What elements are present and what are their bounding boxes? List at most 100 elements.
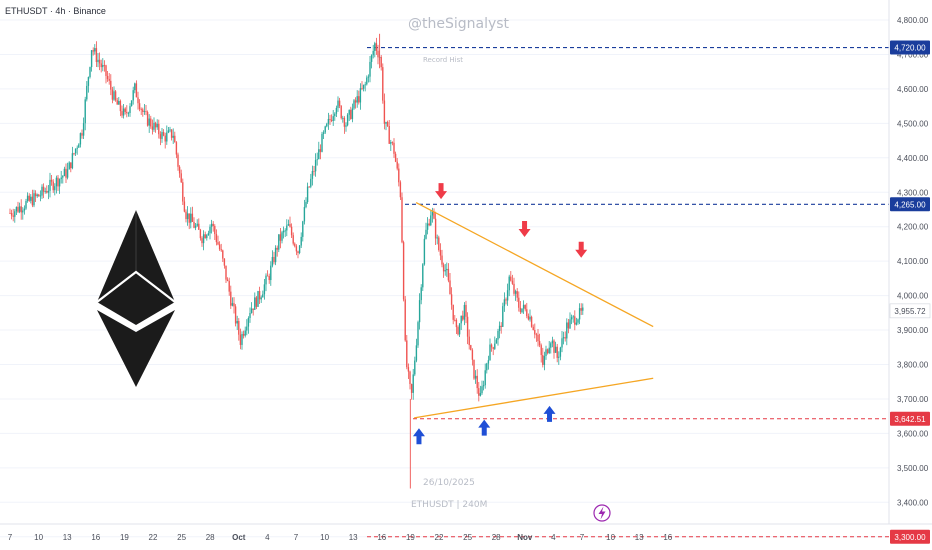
last-price-tag: 3,955.72 [889, 303, 931, 319]
watermark-date: 26/10/2025 [423, 478, 475, 488]
price-tick-label: 4,800.00 [897, 16, 929, 25]
candle-body [159, 134, 162, 139]
candle-body [66, 169, 69, 178]
candle-body [244, 330, 246, 336]
candle-body [390, 142, 392, 144]
candle-body [92, 50, 94, 52]
candle-body [113, 91, 115, 100]
candle-body [246, 326, 248, 331]
candle-body [396, 161, 398, 169]
candle-body [540, 345, 542, 356]
price-tag: 4,720.00 [890, 40, 930, 55]
candle-body [438, 237, 440, 250]
candle-body [100, 63, 102, 68]
candle-body [342, 117, 344, 119]
candle-body [250, 308, 253, 313]
candle-body [554, 346, 557, 353]
candle-body [366, 77, 368, 85]
candle-body [14, 211, 16, 217]
price-tag: 3,642.51 [890, 411, 930, 426]
candle-body [106, 75, 109, 79]
candle-body [447, 268, 450, 281]
candle-body [558, 356, 560, 358]
candle-body [364, 84, 366, 86]
time-tick-label: 28 [206, 533, 215, 542]
candle-body [452, 304, 454, 320]
candle-body [193, 221, 195, 228]
candle-body [33, 193, 35, 206]
trendline [414, 377, 654, 419]
candle-body [343, 117, 346, 127]
candle-body [278, 234, 280, 250]
candle-body [22, 210, 24, 213]
candle-body [103, 65, 106, 66]
signal-arrows [412, 183, 588, 445]
candle-body [567, 322, 570, 329]
candle-body [254, 297, 256, 310]
time-tick-label: 10 [606, 533, 615, 542]
candle-body [47, 190, 50, 193]
candle-body [409, 371, 411, 385]
time-tick-label: 13 [635, 533, 644, 542]
candle-body [404, 299, 406, 341]
candle-body [87, 77, 90, 86]
candle-body [401, 197, 403, 243]
candle-body [266, 275, 269, 277]
candle-body [476, 375, 478, 389]
candle-body [478, 388, 480, 396]
price-tag: 4,265.00 [890, 197, 930, 212]
candle-body [65, 168, 67, 178]
candle-body [263, 284, 266, 295]
candle-body [26, 195, 29, 201]
candle-body [70, 162, 72, 169]
candle-body [110, 80, 112, 90]
candle-body [489, 344, 491, 361]
candle-body [18, 206, 21, 212]
candle-body [482, 385, 485, 387]
candle-body [220, 249, 222, 251]
candle-body [474, 375, 477, 379]
price-tag-label: 3,642.51 [894, 415, 926, 424]
lightning-icon[interactable] [593, 504, 611, 522]
candle-body [502, 306, 504, 327]
candle-body [142, 109, 144, 112]
candle-body [31, 196, 34, 206]
price-tick-label: 4,400.00 [897, 154, 929, 163]
candle-body [526, 309, 528, 317]
candle-body [9, 212, 11, 214]
candle-body [116, 100, 118, 105]
candle-body [143, 111, 146, 112]
candle-body [177, 154, 179, 167]
price-tick-label: 4,200.00 [897, 223, 929, 232]
candle-body [454, 319, 456, 321]
candle-body [111, 89, 114, 100]
time-tick-label: 13 [63, 533, 72, 542]
candle-body [308, 186, 310, 188]
candle-body [63, 168, 66, 177]
candle-body [78, 144, 80, 148]
candle-body [564, 337, 566, 339]
candle-body [318, 149, 320, 160]
candle-body [441, 255, 443, 265]
candle-body [198, 223, 200, 230]
candle-body [426, 223, 429, 230]
candle-body [334, 113, 336, 117]
up-arrow-icon [412, 428, 425, 445]
candle-body [353, 100, 355, 109]
price-tick-label: 4,600.00 [897, 85, 929, 94]
candle-body [580, 308, 582, 311]
candle-body [167, 130, 170, 133]
up-arrow-icon [478, 419, 491, 436]
candle-body [286, 225, 288, 231]
candle-body [178, 166, 181, 174]
candle-body [506, 290, 509, 301]
candle-body [17, 206, 19, 212]
candle-body [330, 119, 333, 121]
time-tick-label: 7 [580, 533, 585, 542]
down-arrow-icon [575, 241, 588, 258]
price-tag: 3,300.00 [890, 529, 930, 544]
candle-body [54, 186, 56, 191]
last-price-label: 3,955.72 [894, 307, 926, 316]
candle-body [238, 321, 240, 335]
candle-body [470, 345, 472, 351]
